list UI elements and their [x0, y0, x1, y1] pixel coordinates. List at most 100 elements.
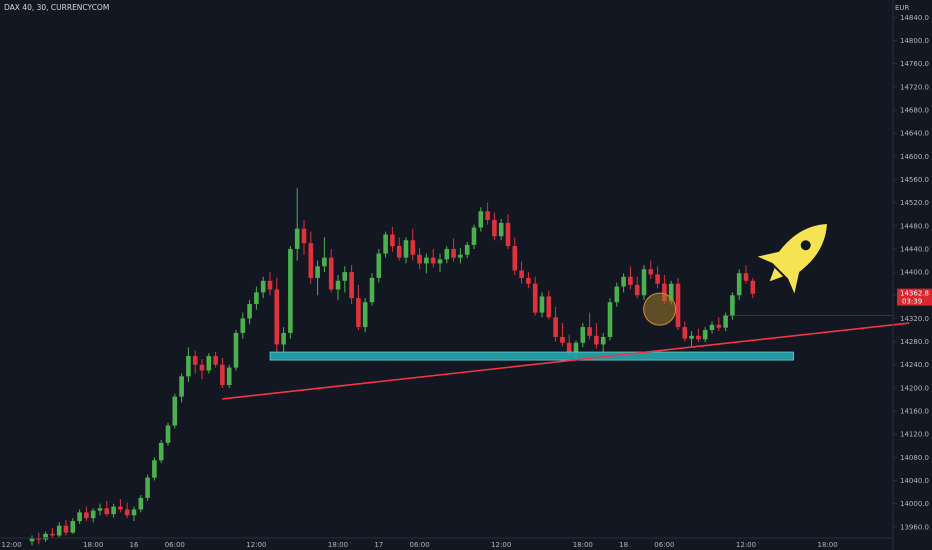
candle-body	[124, 509, 130, 516]
candle-body	[179, 376, 184, 397]
candle-body	[84, 512, 89, 519]
candle-body	[587, 327, 592, 336]
candle	[390, 226, 395, 252]
candle	[84, 506, 89, 522]
candle	[226, 364, 232, 388]
candle	[471, 224, 477, 249]
candle	[485, 202, 490, 225]
candle-body	[186, 356, 191, 377]
y-tick-label: 14760.0	[900, 60, 929, 68]
candle	[730, 292, 735, 320]
candle	[478, 207, 484, 232]
candle-body	[417, 254, 422, 264]
candle-body	[478, 211, 484, 228]
chart-title: DAX 40, 30, CURRENCYCOM	[4, 3, 109, 12]
support-zone[interactable]	[269, 351, 794, 361]
x-tick-label: 12:00	[2, 541, 22, 549]
price-tag: 14362.8 03:39	[897, 288, 932, 306]
candle	[682, 321, 688, 342]
y-tick-label: 14680.0	[900, 107, 929, 115]
candle	[77, 509, 82, 524]
candle	[580, 323, 586, 348]
candle	[675, 277, 681, 330]
y-tick-label: 14560.0	[900, 176, 929, 184]
candle-body	[641, 269, 647, 296]
candle	[111, 503, 116, 518]
candle	[179, 373, 184, 403]
candle	[600, 332, 606, 352]
candle-body	[410, 240, 416, 255]
candle	[104, 500, 110, 517]
y-axis[interactable]: 13960.0 14000.0 14040.0 14080.0 14120.0 14160…	[893, 14, 929, 531]
candle	[124, 502, 130, 519]
candle	[560, 323, 565, 347]
candle	[322, 237, 327, 273]
candle-body	[471, 227, 477, 245]
candle-body	[383, 234, 388, 254]
candle	[138, 495, 144, 513]
x-tick-label: 18:00	[818, 541, 838, 549]
candle-body	[424, 257, 429, 264]
candle-body	[675, 283, 681, 328]
candle	[532, 276, 538, 316]
trendline[interactable]	[222, 322, 910, 400]
y-tick-label: 14200.0	[900, 384, 929, 392]
candle	[294, 188, 300, 261]
candle-body	[437, 259, 443, 264]
candle	[342, 266, 348, 293]
candle-body	[335, 280, 341, 290]
candle	[444, 246, 450, 264]
y-tick-label: 14240.0	[900, 361, 929, 369]
y-tick-label: 14160.0	[900, 408, 929, 416]
candle-body	[322, 257, 327, 267]
candle	[512, 237, 518, 275]
candle-body	[444, 248, 450, 260]
candle-body	[172, 396, 178, 426]
candle	[648, 260, 654, 280]
candle-body	[648, 269, 654, 275]
candle-body	[63, 525, 69, 533]
candle	[328, 248, 334, 293]
candle-body	[118, 506, 123, 510]
candle-body	[233, 332, 239, 368]
candle-body	[152, 460, 157, 478]
x-axis[interactable]: 12:00 18:00 16 06:00 12:00 18:00 17 06:00 12:00 1…	[0, 537, 893, 549]
circle-highlight[interactable]	[643, 292, 677, 326]
candle	[546, 290, 552, 320]
candle-body	[301, 228, 307, 244]
y-tick-label: 14400.0	[900, 269, 929, 277]
candle	[288, 246, 293, 339]
candle-body	[267, 280, 273, 290]
candle	[539, 292, 545, 318]
candle	[709, 321, 715, 334]
candle-body	[369, 277, 375, 303]
candle-body	[505, 222, 511, 247]
candle	[594, 323, 599, 349]
candle	[403, 237, 409, 264]
candle-body	[512, 246, 518, 271]
y-tick-label: 14120.0	[900, 431, 929, 439]
candle	[172, 393, 178, 429]
candle	[628, 266, 633, 290]
candle	[376, 248, 382, 283]
candle	[614, 282, 620, 307]
candle-body	[492, 220, 497, 237]
candle	[451, 238, 456, 262]
candle	[56, 522, 62, 538]
candle-body	[526, 277, 531, 284]
candle-body	[43, 533, 48, 540]
x-tick-label: 18:00	[573, 541, 593, 549]
candle-body	[532, 283, 538, 313]
candle	[689, 331, 694, 347]
candle-body	[362, 302, 368, 328]
candle-body	[580, 327, 586, 343]
candle	[315, 260, 320, 296]
candle-body	[743, 273, 749, 281]
y-tick-label: 14840.0	[900, 14, 929, 22]
candle	[274, 277, 280, 354]
candle	[301, 220, 307, 255]
candle-body	[628, 276, 633, 285]
candle	[424, 253, 429, 274]
